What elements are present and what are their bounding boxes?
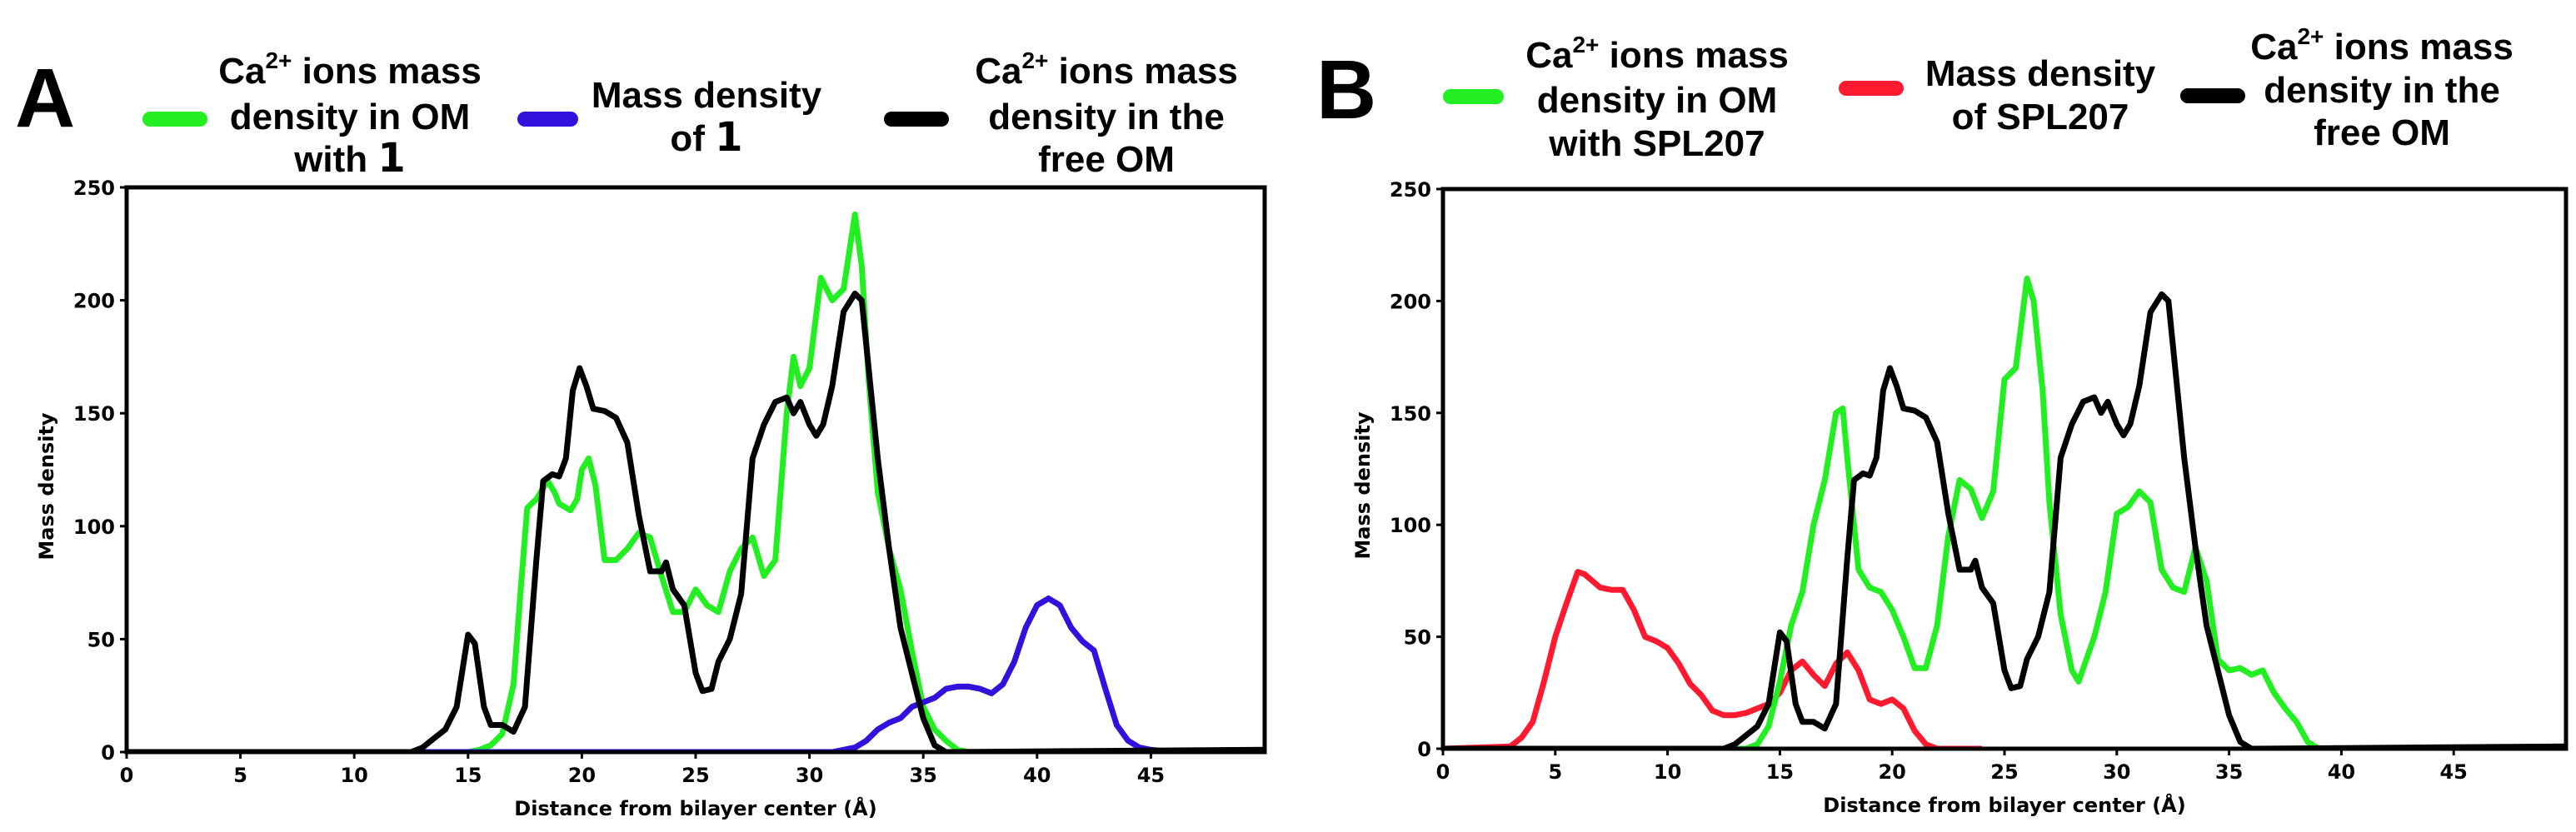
x-tick-label: 25 [681, 764, 709, 787]
legend-text: free OM [2314, 112, 2450, 153]
legend-text: of SPL207 [1952, 97, 2129, 137]
superscript: 2+ [1021, 47, 1048, 73]
superscript: 2+ [1572, 32, 1599, 57]
y-tick-label: 100 [73, 516, 115, 539]
x-tick-label: 30 [2103, 760, 2130, 784]
series-line-green [1443, 276, 2566, 749]
legend-label-line: Ca2+ ions mass [218, 47, 482, 92]
y-tick-label: 150 [73, 402, 115, 426]
x-tick-label: 30 [796, 764, 823, 787]
x-tick-label: 45 [2439, 760, 2467, 784]
x-axis-label: Distance from bilayer center (Å) [1823, 793, 2185, 817]
legend-text: Ca [2250, 27, 2298, 67]
series-line-red [1443, 569, 1982, 749]
x-tick-label: 20 [1878, 760, 1905, 784]
legend-label-line: free OM [2314, 112, 2450, 153]
x-tick-label: 15 [1766, 760, 1794, 784]
y-axis-label: Mass density [1351, 411, 1375, 560]
legend-text: Ca [1525, 35, 1573, 76]
x-tick-label: 35 [909, 764, 936, 787]
legend-text: with [293, 139, 377, 180]
series-line-blue [127, 595, 1265, 752]
legend-label-line: of 1 [670, 114, 742, 161]
legend-label-line: density in OM [230, 97, 470, 137]
y-tick-label: 200 [73, 290, 115, 313]
legend-text: ions mass [1048, 51, 1237, 92]
y-tick-label: 200 [1390, 290, 1431, 313]
y-tick-label: 150 [1390, 402, 1431, 426]
x-tick-label: 10 [1654, 760, 1681, 784]
legend-text: ions mass [1599, 35, 1788, 76]
legend-text: ions mass [2324, 27, 2513, 67]
legend-text: Ca [975, 51, 1022, 92]
y-tick-label: 0 [101, 741, 115, 765]
compound-number: 1 [377, 135, 405, 182]
x-tick-label: 0 [1436, 760, 1450, 784]
legend-label-line: of SPL207 [1952, 97, 2129, 137]
superscript: 2+ [2297, 23, 2324, 49]
x-tick-label: 15 [454, 764, 482, 787]
x-tick-label: 40 [1023, 764, 1051, 787]
x-axis-label: Distance from bilayer center (Å) [514, 796, 876, 820]
x-tick-label: 0 [120, 764, 134, 787]
panel-label: B [1316, 43, 1376, 137]
legend-text: free OM [1038, 139, 1175, 180]
y-tick-label: 250 [73, 177, 115, 200]
x-tick-label: 25 [1990, 760, 2018, 784]
compound-number: 1 [715, 114, 742, 161]
y-tick-label: 100 [1390, 514, 1431, 537]
panel-label: A [15, 52, 75, 145]
x-tick-label: 40 [2328, 760, 2355, 784]
legend-label-line: with SPL207 [1548, 123, 1765, 164]
legend-label-line: density in the [2264, 70, 2500, 111]
legend-label-line: Mass density [592, 75, 822, 116]
series-line-black [1443, 291, 2566, 749]
legend-text: ions mass [292, 51, 481, 92]
legend-text: Ca [218, 51, 266, 92]
y-axis-label: Mass density [35, 412, 58, 560]
legend-label-line: Ca2+ ions mass [2250, 23, 2514, 67]
legend-label-line: density in OM [1537, 80, 1777, 121]
legend-label-line: density in the [988, 97, 1225, 137]
y-tick-label: 50 [87, 628, 115, 651]
y-tick-label: 0 [1417, 738, 1431, 761]
x-tick-label: 5 [233, 764, 247, 787]
x-tick-label: 10 [340, 764, 367, 787]
y-tick-label: 50 [1404, 626, 1431, 650]
legend-label-line: with 1 [293, 135, 406, 182]
legend-label-line: Mass density [1925, 53, 2156, 94]
superscript: 2+ [265, 47, 292, 73]
series-line-black [127, 291, 1265, 752]
y-tick-label: 250 [1390, 178, 1431, 202]
legend-text: with SPL207 [1548, 123, 1765, 164]
legend-label-line: free OM [1038, 139, 1175, 180]
legend-label-line: Ca2+ ions mass [975, 47, 1238, 92]
x-tick-label: 35 [2215, 760, 2243, 784]
x-tick-label: 45 [1137, 764, 1165, 787]
legend-text: of [670, 118, 715, 159]
x-tick-label: 5 [1548, 760, 1562, 784]
x-tick-label: 20 [568, 764, 596, 787]
legend-label-line: Ca2+ ions mass [1525, 32, 1789, 76]
